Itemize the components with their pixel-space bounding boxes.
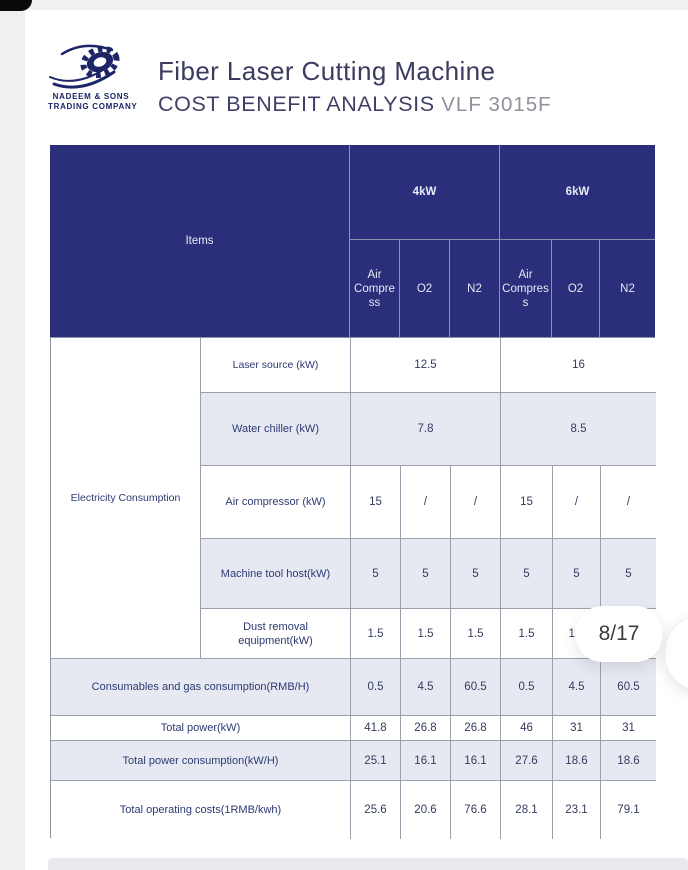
table-cell: 4.5 — [553, 659, 601, 716]
page-indicator-badge: 8/17 — [576, 606, 662, 662]
items-header-cell: Items — [50, 145, 350, 337]
table-cell: 7.8 — [351, 393, 501, 466]
table-cell: 1.5 — [401, 609, 451, 659]
table-cell: 76.6 — [451, 781, 501, 839]
table-cell: 46 — [501, 716, 553, 741]
subheader-6kw-air: Air Compress — [500, 240, 552, 337]
table-cell: 5 — [601, 539, 656, 609]
table-cell: 20.6 — [401, 781, 451, 839]
table-cell: 5 — [553, 539, 601, 609]
table-cell: / — [601, 466, 656, 539]
table-cell: 5 — [451, 539, 501, 609]
table-cell: 1.5 — [451, 609, 501, 659]
row-label: Machine tool host(kW) — [201, 539, 351, 609]
table-cell: 25.6 — [351, 781, 401, 839]
category-cell: Electricity Consumption — [51, 338, 201, 659]
table-cell: 1.5 — [501, 609, 553, 659]
document-subtitle: COST BENEFIT ANALYSIS VLF 3015F — [158, 92, 552, 117]
table-cell: 1.5 — [351, 609, 401, 659]
subtitle-text: COST BENEFIT ANALYSIS — [158, 92, 435, 116]
table-cell: 12.5 — [351, 338, 501, 393]
company-name-line1: NADEEM & SONS — [52, 92, 130, 101]
next-page-edge — [48, 858, 688, 870]
table-cell: 5 — [401, 539, 451, 609]
table-cell: 15 — [351, 466, 401, 539]
subheader-4kw-o2: O2 — [400, 240, 450, 337]
table-cell: 5 — [351, 539, 401, 609]
table-cell: / — [553, 466, 601, 539]
subheader-4kw-n2: N2 — [450, 240, 500, 337]
table-cell: / — [401, 466, 451, 539]
table-cell: 23.1 — [553, 781, 601, 839]
row-label: Air compressor (kW) — [201, 466, 351, 539]
subheader-6kw-o2: O2 — [552, 240, 600, 337]
screen-corner — [0, 0, 32, 11]
table-body: Electricity Consumption Laser source (kW… — [50, 337, 656, 839]
table-cell: 16.1 — [401, 741, 451, 781]
table-cell: 31 — [553, 716, 601, 741]
table-cell: / — [451, 466, 501, 539]
group-header-4kw: 4kW — [350, 145, 500, 240]
group-header-6kw: 6kW — [500, 145, 655, 240]
table-cell: 31 — [601, 716, 656, 741]
table-cell: 5 — [501, 539, 553, 609]
row-label: Total power(kW) — [51, 716, 351, 741]
table-cell: 79.1 — [601, 781, 656, 839]
table-cell: 18.6 — [601, 741, 656, 781]
table-cell: 60.5 — [601, 659, 656, 716]
table-cell: 0.5 — [351, 659, 401, 716]
document-title: Fiber Laser Cutting Machine — [158, 56, 496, 86]
table-cell: 15 — [501, 466, 553, 539]
table-cell: 16 — [501, 338, 656, 393]
table-cell: 41.8 — [351, 716, 401, 741]
row-label: Consumables and gas consumption(RMB/H) — [51, 659, 351, 716]
table-header: Items 4kW 6kW Air Compress O2 N2 Air Com… — [50, 145, 655, 337]
table-cell: 26.8 — [451, 716, 501, 741]
table-cell: 28.1 — [501, 781, 553, 839]
subheader-6kw-n2: N2 — [620, 282, 635, 295]
model-number: VLF 3015F — [441, 93, 552, 116]
table-cell: 16.1 — [451, 741, 501, 781]
row-label: Water chiller (kW) — [201, 393, 351, 466]
table-cell: 8.5 — [501, 393, 656, 466]
table-cell: 18.6 — [553, 741, 601, 781]
gear-swoosh-icon — [48, 40, 134, 92]
company-name-line2: TRADING COMPANY — [48, 101, 138, 111]
company-logo: NADEEM & SONS TRADING COMPANY — [48, 40, 138, 114]
row-label: Dust removal equipment(kW) — [201, 609, 351, 659]
subheader-4kw-air: Air Compress — [350, 240, 400, 337]
row-label: Total operating costs(1RMB/kwh) — [51, 781, 351, 839]
table-cell: 60.5 — [451, 659, 501, 716]
row-label: Total power consumption(kW/H) — [51, 741, 351, 781]
table-cell: 4.5 — [401, 659, 451, 716]
table-cell: 0.5 — [501, 659, 553, 716]
table-cell: 27.6 — [501, 741, 553, 781]
row-label: Laser source (kW) — [201, 338, 351, 393]
table-cell: 25.1 — [351, 741, 401, 781]
table-cell: 26.8 — [401, 716, 451, 741]
